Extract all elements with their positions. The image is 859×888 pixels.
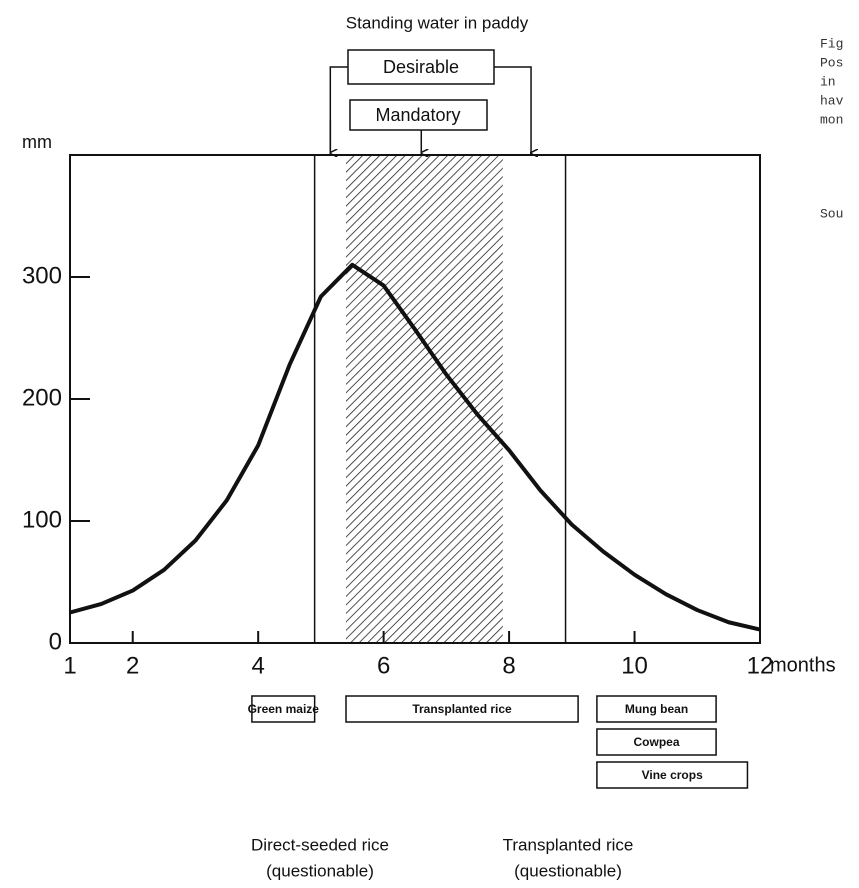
crop-box: Vine crops xyxy=(596,761,749,789)
crop-label: Green maize xyxy=(248,702,320,716)
crop-label: Vine crops xyxy=(642,768,703,782)
x-tick-label: 2 xyxy=(126,652,139,679)
x-axis-label: months xyxy=(770,654,836,676)
side-text: Fig Pos in hav mon Sou xyxy=(820,36,844,221)
y-axis-label: mm xyxy=(22,132,52,152)
mandatory-box xyxy=(349,99,488,131)
crop-rect xyxy=(596,761,749,789)
crop-label: Mung bean xyxy=(625,702,688,716)
crop-rect xyxy=(251,695,316,723)
desirable-label: Desirable xyxy=(383,57,459,77)
side-text-line: mon xyxy=(820,112,843,127)
crop-box: Green maize xyxy=(248,695,320,723)
desirable-box xyxy=(347,49,495,85)
x-tick-label: 8 xyxy=(502,652,515,679)
y-tick-label: 0 xyxy=(49,628,62,655)
crop-rect xyxy=(596,728,717,756)
y-tick-label: 200 xyxy=(22,384,62,411)
shaded-band xyxy=(346,155,503,643)
note: (questionable) xyxy=(266,861,374,880)
crop-box: Transplanted rice xyxy=(345,695,579,723)
crop-rect xyxy=(345,695,579,723)
x-tick-label: 10 xyxy=(621,652,648,679)
rainfall-line xyxy=(69,262,761,632)
x-tick-label: 4 xyxy=(252,652,265,679)
crop-label: Cowpea xyxy=(633,735,679,749)
note: Transplanted rice xyxy=(503,835,634,854)
mandatory-label: Mandatory xyxy=(375,105,460,125)
x-tick-label: 1 xyxy=(63,652,76,679)
x-tick-label: 6 xyxy=(377,652,390,679)
side-text-line: hav xyxy=(820,93,844,108)
crop-box: Cowpea xyxy=(596,728,717,756)
side-text-line: Pos xyxy=(820,55,843,70)
note: Direct-seeded rice xyxy=(251,835,389,854)
side-text-line: Fig xyxy=(820,36,843,51)
note: (questionable) xyxy=(514,861,622,880)
y-tick-label: 300 xyxy=(22,262,62,289)
chart-title: Standing water in paddy xyxy=(346,13,529,32)
crop-rect xyxy=(596,695,717,723)
side-text-line: in xyxy=(820,74,836,89)
y-tick-label: 100 xyxy=(22,506,62,533)
side-text-line: Sou xyxy=(820,206,843,221)
crop-label: Transplanted rice xyxy=(412,702,512,716)
x-tick-label: 12 xyxy=(747,652,774,679)
crop-box: Mung bean xyxy=(596,695,717,723)
